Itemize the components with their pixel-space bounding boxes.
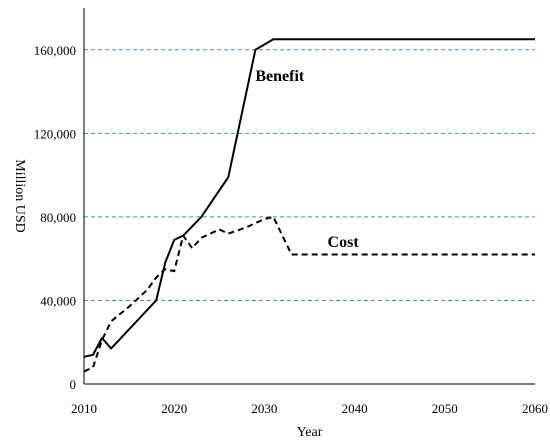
x-tick-label: 2010: [71, 401, 97, 416]
x-tick-label: 2060: [522, 401, 548, 416]
series-label-cost: Cost: [328, 234, 360, 251]
y-tick-label: 160,000: [34, 43, 76, 58]
series-line-benefit: [83, 38, 535, 358]
x-tick-label: 2030: [251, 401, 277, 416]
y-tick-label: 80,000: [40, 210, 76, 225]
x-tick-label: 2040: [342, 401, 368, 416]
x-tick-label: 2020: [161, 401, 187, 416]
x-tick-label: 2050: [432, 401, 458, 416]
series-label-benefit: Benefit: [255, 68, 305, 85]
gridlines: [84, 49, 535, 301]
y-tick-label: 0: [70, 377, 77, 392]
x-axis-label: Year: [297, 425, 323, 440]
tick-labels: 2010 2020 2030 2040 2050 2060 0 40,000 80,000 120…: [34, 43, 548, 416]
axes: [83, 8, 535, 385]
series-lines: [83, 38, 535, 373]
y-tick-label: 40,000: [40, 293, 76, 308]
series-line-cost: [83, 215, 535, 373]
series-labels: Benefit Cost: [255, 68, 359, 251]
y-axis-label: Million USD: [12, 159, 27, 233]
y-tick-label: 120,000: [34, 126, 76, 141]
